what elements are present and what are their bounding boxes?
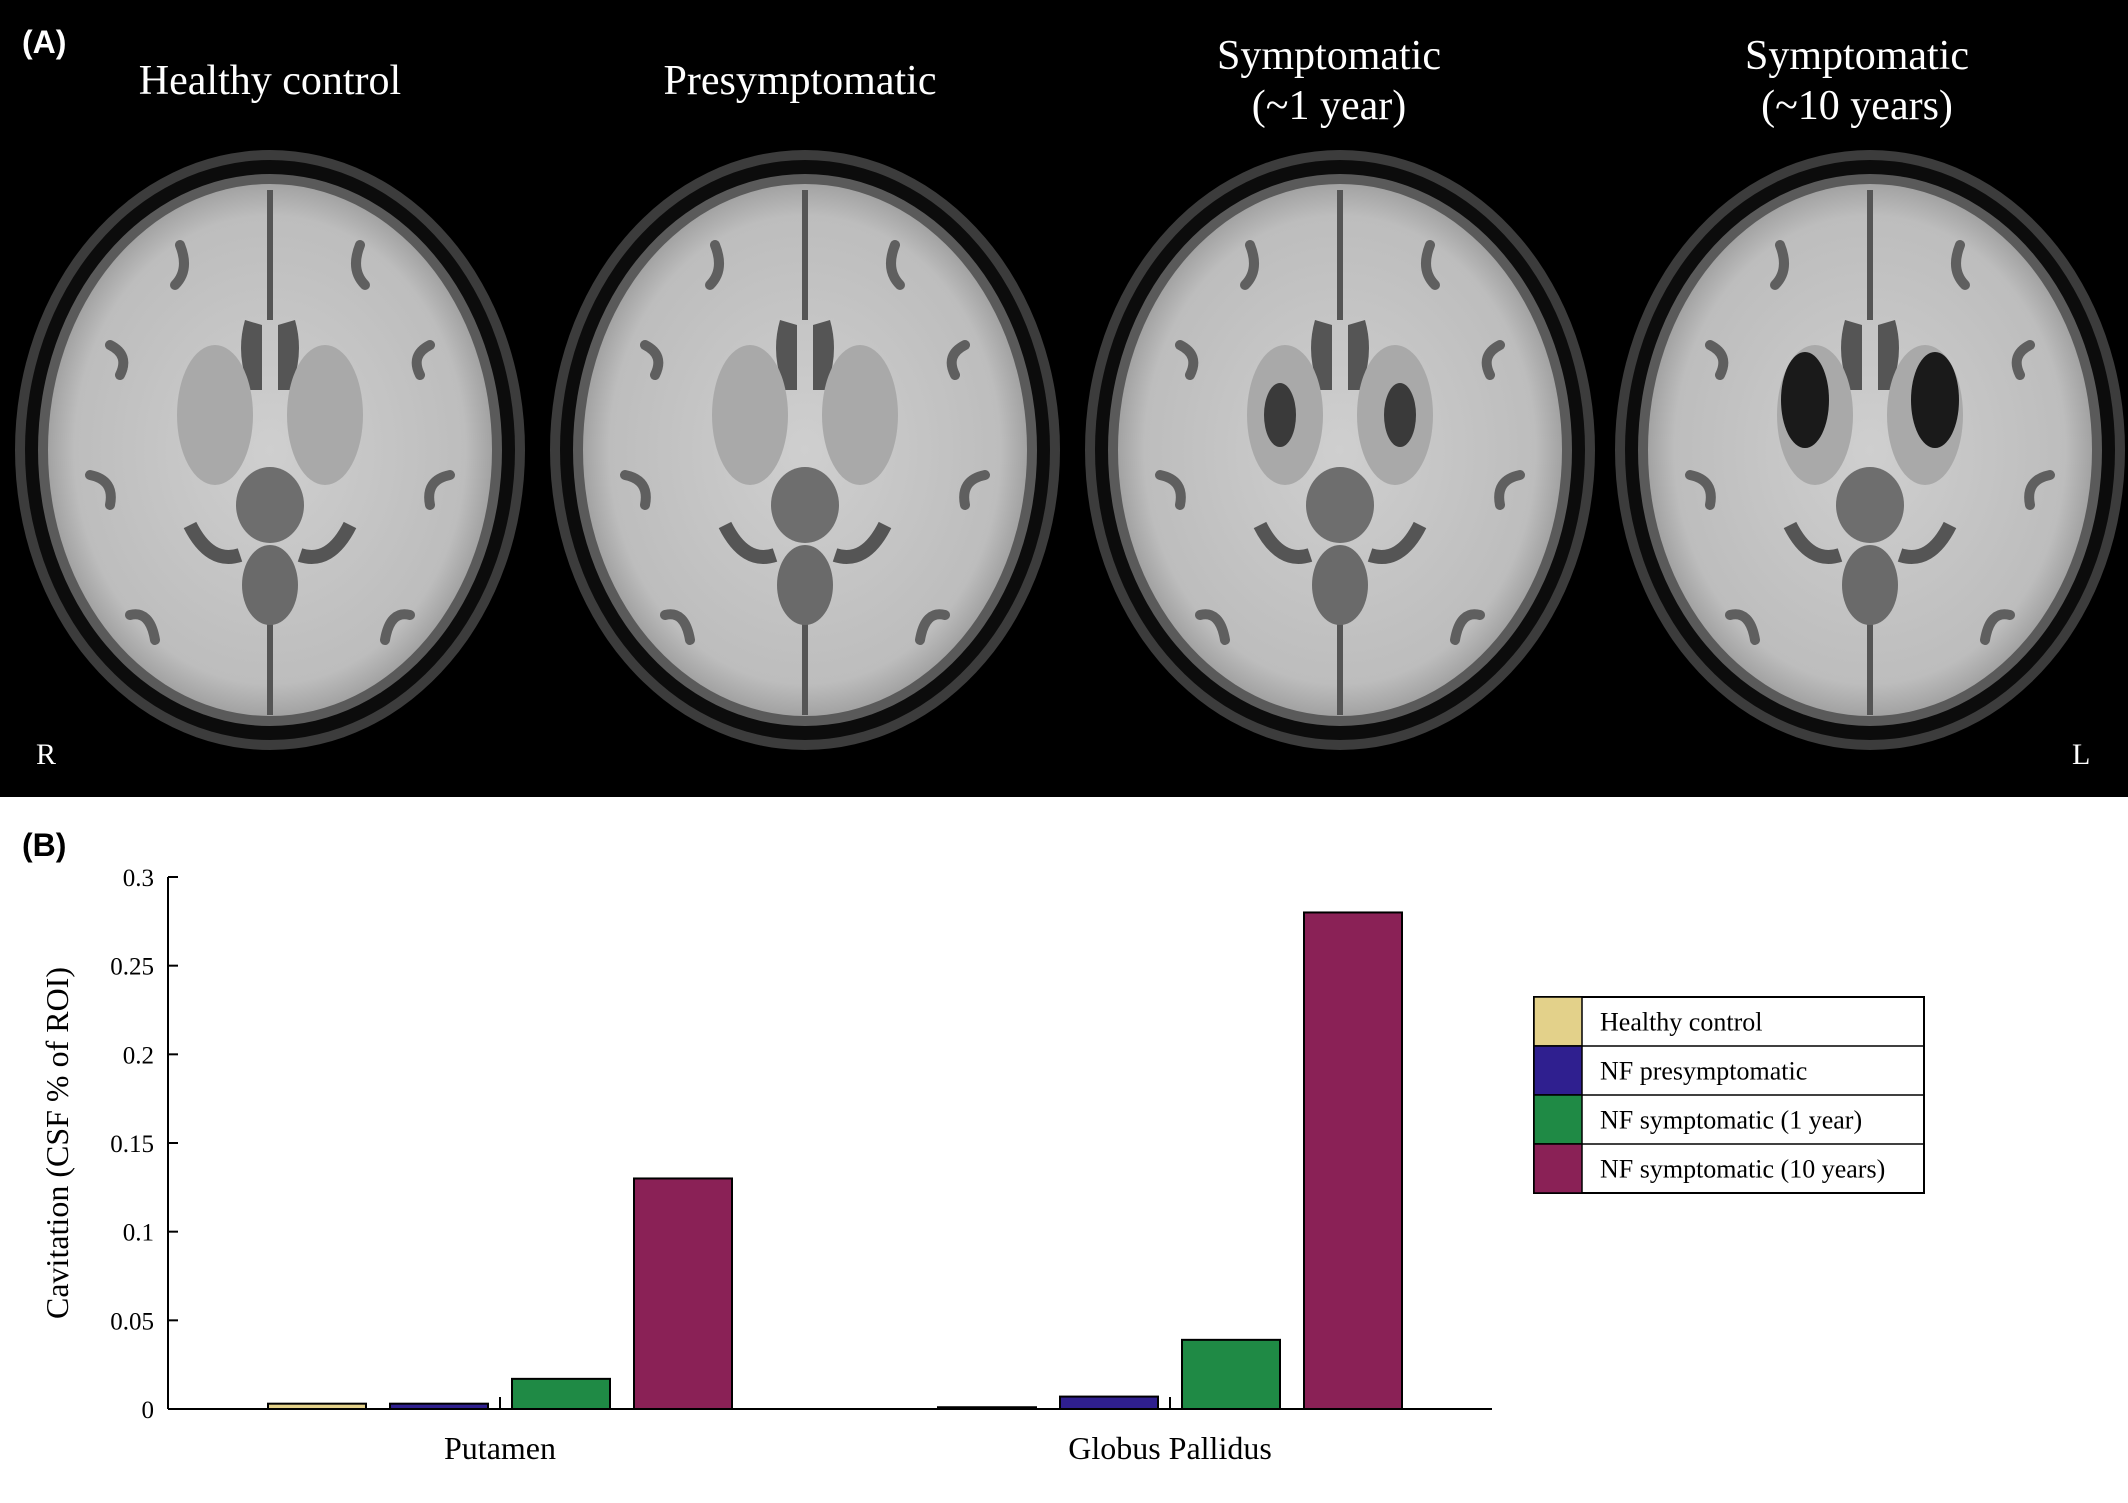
- y-tick-label: 0.15: [110, 1131, 154, 1158]
- bar-globus-pallidus-1: [1059, 1395, 1159, 1411]
- y-tick-label: 0.1: [123, 1220, 154, 1247]
- legend-entry-label: Healthy control: [1600, 1008, 1762, 1037]
- orientation-left-label: L: [2072, 738, 2091, 771]
- bar-putamen-3: [633, 1177, 733, 1411]
- legend-swatch: [1533, 1094, 1583, 1145]
- legend-entry-label: NF symptomatic (10 years): [1600, 1155, 1885, 1184]
- bar-chart: 0 0.05 0.1 0.15 0.2 0.25 0.3 Cavitation (CSF % …: [39, 865, 1925, 1466]
- mri-panel: (A) Healthy control Presymptomatic Sympt…: [0, 0, 2128, 797]
- mri-slice-healthy-control: [10, 145, 530, 755]
- mri-title-line2: (~1 year): [1251, 83, 1407, 129]
- panel-b-label: (B): [22, 827, 67, 863]
- y-tick-label: 0.2: [123, 1042, 154, 1069]
- legend-entry-label: NF symptomatic (1 year): [1600, 1106, 1862, 1135]
- panel-a-label: (A): [22, 24, 67, 60]
- orientation-right-label: R: [36, 738, 57, 771]
- mri-title-line1: Healthy control: [138, 58, 402, 104]
- mri-title-line1: Symptomatic: [1745, 33, 1969, 79]
- legend-swatch: [1533, 1143, 1583, 1194]
- bar-putamen-2: [511, 1377, 611, 1410]
- mri-slice-symptomatic-1-year: [1080, 145, 1600, 755]
- y-tick-label: 0.05: [110, 1308, 154, 1335]
- mri-title-line1: Presymptomatic: [663, 58, 937, 104]
- y-tick-label: 0: [142, 1397, 155, 1424]
- chart-panel: (B) 0 0.05 0.1 0.15 0.2 0.25 0.3 Cavitation (CS…: [0, 797, 2128, 1503]
- mri-title-healthy-control: Healthy control: [10, 56, 530, 106]
- y-tick-label: 0.25: [110, 954, 154, 981]
- bar-globus-pallidus-2: [1181, 1338, 1281, 1411]
- y-axis-label: Cavitation (CSF % of ROI): [39, 967, 75, 1319]
- mri-title-presymptomatic: Presymptomatic: [540, 56, 1060, 106]
- mri-slice-presymptomatic: [545, 145, 1065, 755]
- legend-swatch: [1533, 1045, 1583, 1096]
- y-tick-label: 0.3: [123, 865, 154, 892]
- bar-putamen-0: [267, 1402, 367, 1410]
- mri-title-symptomatic-10-years: Symptomatic (~10 years): [1597, 31, 2117, 131]
- mri-title-line2: (~10 years): [1761, 83, 1953, 129]
- x-category-label: Putamen: [444, 1430, 556, 1466]
- mri-title-symptomatic-1-year: Symptomatic (~1 year): [1069, 31, 1589, 131]
- bar-globus-pallidus-3: [1303, 911, 1403, 1410]
- bar-putamen-1: [389, 1402, 489, 1410]
- legend-entry-label: NF presymptomatic: [1600, 1057, 1807, 1086]
- x-category-label: Globus Pallidus: [1068, 1430, 1272, 1466]
- mri-title-line1: Symptomatic: [1217, 33, 1441, 79]
- bar-globus-pallidus-0: [937, 1406, 1037, 1411]
- legend-swatch: [1533, 996, 1583, 1047]
- mri-slice-symptomatic-10-years: [1610, 145, 2128, 755]
